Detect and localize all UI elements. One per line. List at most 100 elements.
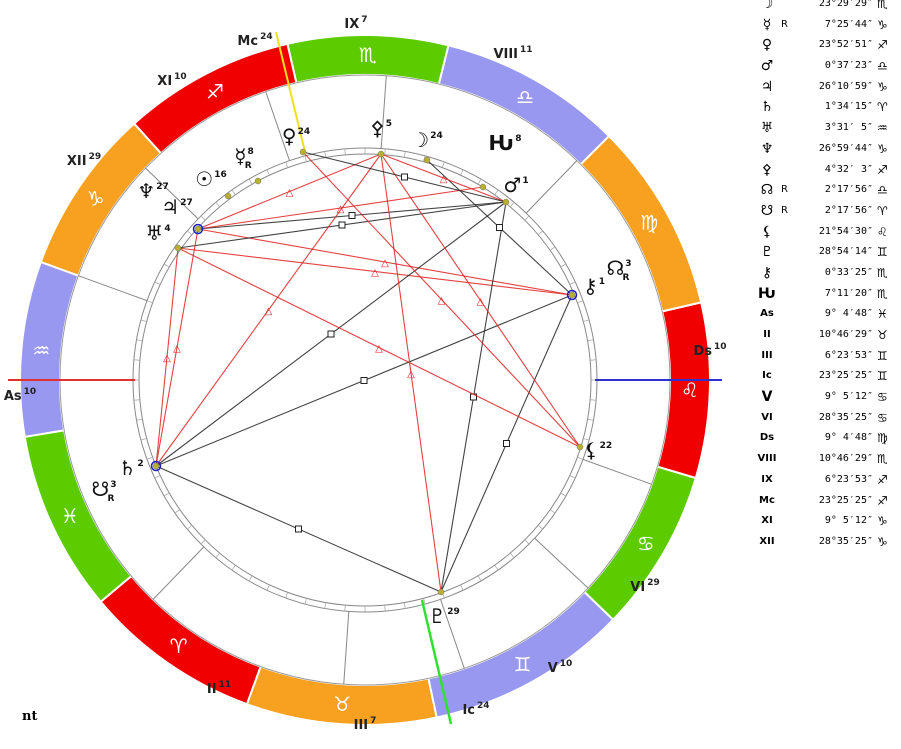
- degree-tick: [560, 263, 567, 268]
- planet-glyphs: ☉16☽24☿8 R♀24♂1♃27♄2♅4♆27⚴5☊3 R☋3 R⚸22♇29⚷1…: [91, 116, 631, 628]
- degree-tick: [146, 456, 153, 460]
- zodiac-sign-icon: ♑: [877, 141, 888, 156]
- square-aspect-icon: [401, 173, 408, 181]
- zodiac-sign-icon: ♏: [877, 0, 888, 11]
- degree-tick: [441, 161, 445, 168]
- degree-tick: [285, 592, 289, 599]
- aspect-line-pallas-mars: [380, 153, 507, 203]
- position-value: 0°33′25″: [824, 266, 873, 278]
- planet-dot-nnode: [568, 291, 576, 299]
- zodiac-sign-icon: ♐: [877, 38, 888, 53]
- position-row: ☊ R 2°17′56″ ♎: [755, 180, 895, 201]
- degree-tick: [266, 169, 270, 176]
- position-row: ♀ 23°52′51″ ♐: [755, 35, 895, 56]
- trine-aspect-icon: △: [440, 174, 448, 185]
- body-glyph-icon: V: [761, 389, 773, 406]
- position-value: 26°10′59″: [818, 80, 873, 92]
- body-glyph-icon: III: [761, 349, 773, 361]
- zodiac-sign-icon: ♑: [877, 534, 888, 549]
- cusp-line-ii: [152, 546, 205, 600]
- body-glyph-icon: ♄: [760, 99, 774, 116]
- aspect-line-uranus-nnode: [177, 247, 573, 296]
- degree-tick: [133, 359, 140, 361]
- cusp-line-vi: [582, 458, 652, 485]
- position-value: 2°17′56″: [824, 184, 873, 196]
- degree-tick: [537, 230, 543, 236]
- body-glyph-icon: ☊: [760, 182, 774, 199]
- degree-tick: [549, 509, 556, 514]
- trine-aspect-icon: △: [286, 188, 294, 199]
- planet-degree: 27: [156, 182, 169, 192]
- house-degree: 7: [361, 15, 367, 25]
- trine-aspect-icon: △: [173, 344, 181, 355]
- body-glyph-icon: ⚸: [761, 223, 773, 240]
- planet-degree: 8: [248, 147, 254, 157]
- positions-table: ☽ 23°29′29″ ♏ ☿ R 7°25′44″ ♑ ♀ 23°52′51″ ♐ ♂ 0°37′2…: [755, 0, 895, 553]
- position-value: 6°23′53″: [824, 473, 873, 485]
- house-degree: 29: [647, 578, 660, 588]
- body-glyph-icon: ⚷: [761, 264, 773, 281]
- degree-tick: [569, 281, 576, 285]
- position-row: VI 28°35′25″ ♋: [755, 408, 895, 429]
- aspect-line-saturn-pallas: [155, 153, 382, 467]
- degree-tick: [460, 584, 464, 591]
- house-label-iii: III 7: [354, 716, 377, 733]
- house-label-mc: Mc 24: [237, 32, 272, 49]
- zodiac-sign-icon: ♊: [877, 369, 888, 384]
- position-row: Ds 9° 4′48″ ♍: [755, 428, 895, 449]
- scorpio-glyph-icon: ♏: [359, 43, 377, 67]
- zodiac-sign-icon: ♑: [877, 514, 888, 529]
- house-label-viii: VIII 11: [493, 45, 532, 62]
- degree-tick: [587, 418, 594, 421]
- degree-tick: [509, 202, 515, 208]
- zodiac-sign-icon: ♐: [877, 472, 888, 487]
- house-label-ix: IX 7: [344, 15, 367, 32]
- degree-tick: [231, 564, 236, 571]
- degree-tick: [163, 263, 170, 268]
- position-row: ⚸ 21°54′30″ ♌: [755, 222, 895, 243]
- degree-tick: [146, 300, 153, 304]
- aries-glyph-icon: ♈: [170, 634, 188, 658]
- degree-tick: [324, 151, 327, 158]
- position-row: ♇ 28°54′14″ ♊: [755, 242, 895, 263]
- degree-tick: [560, 492, 567, 497]
- planet-degree: 24: [298, 127, 311, 137]
- planet-degree: 2: [137, 459, 143, 469]
- position-value: 26°59′44″: [818, 142, 873, 154]
- zodiac-sign-icon: ♋: [877, 410, 888, 425]
- degree-tick: [460, 169, 464, 176]
- zodiac-sign-icon: ♊: [877, 245, 888, 260]
- house-degree: 10: [560, 659, 573, 669]
- body-glyph-icon: XII: [759, 535, 775, 547]
- degree-tick: [133, 399, 140, 401]
- position-row: ⚷ 0°33′25″ ♏: [755, 263, 895, 284]
- position-value: 7°25′44″: [824, 18, 873, 30]
- position-row: ♅ 3°31′ 5″ ♒: [755, 118, 895, 139]
- retrograde-marker: R: [108, 494, 115, 504]
- aspect-line-saturn-uranus: [155, 247, 179, 467]
- degree-tick: [590, 399, 597, 401]
- body-glyph-icon: ⚴: [761, 161, 773, 178]
- degree-tick: [304, 598, 307, 605]
- aspect-line-pluto-pallas: [380, 153, 442, 593]
- degree-tick: [187, 524, 193, 530]
- degree-tick: [587, 339, 594, 342]
- zodiac-sign-icon: ♎: [877, 59, 888, 74]
- position-value: 23°29′29″: [818, 0, 873, 9]
- south-node-icon: ☋3 R: [91, 477, 116, 504]
- cusp-line-ix: [380, 75, 387, 149]
- planet-degree: 8: [515, 134, 521, 144]
- planet-dot-pluto: [437, 588, 445, 596]
- degree-tick: [215, 552, 221, 558]
- body-glyph-icon: IX: [761, 473, 773, 485]
- house-degree: 24: [477, 701, 490, 711]
- conjunction-ring: [150, 460, 162, 472]
- position-value: 28°54′14″: [818, 246, 873, 258]
- planet-dot-sun: [224, 192, 232, 200]
- position-value: 9° 5′12″: [824, 515, 873, 527]
- degree-tick: [215, 202, 221, 208]
- position-value: 23°25′25″: [818, 494, 873, 506]
- degree-tick: [200, 539, 206, 545]
- body-glyph-icon: ♂: [760, 58, 774, 75]
